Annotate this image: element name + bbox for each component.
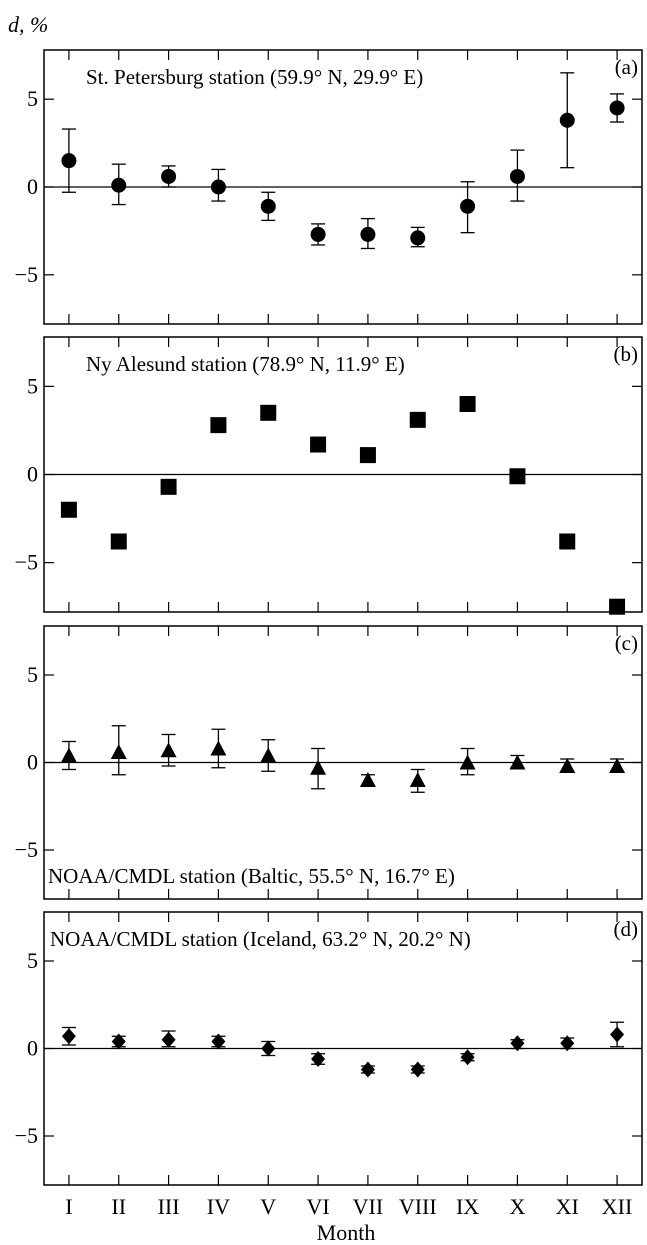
data-point xyxy=(410,1061,425,1078)
y-tick-label: 5 xyxy=(27,86,38,111)
data-point xyxy=(160,742,177,758)
data-point xyxy=(111,177,127,193)
data-point xyxy=(409,411,426,428)
x-tick-label-IX: IX xyxy=(456,1194,479,1219)
panel-c: −5 0 5 NOAA/CMDL station (Baltic, 55.5° N, … xyxy=(15,625,643,900)
panel-a: −5 0 5 St. Petersburg station (59.9° N, 29.… xyxy=(15,49,643,325)
data-point xyxy=(560,1035,575,1052)
x-tick-labels: I II III IV V VI VII VIII IX X XI XII xyxy=(65,1194,632,1219)
data-point xyxy=(509,168,525,184)
x-tick-label-XI: XI xyxy=(556,1194,579,1219)
data-point xyxy=(609,598,626,615)
data-point xyxy=(161,168,177,184)
data-point xyxy=(360,1061,375,1078)
panel-b: −5 0 5 Ny Alesund station (78.9° N, 11.9° E… xyxy=(15,336,643,615)
data-point xyxy=(359,447,376,464)
data-point xyxy=(459,395,476,412)
y-tick-label: −5 xyxy=(15,550,38,575)
y-tick-label: −5 xyxy=(15,1123,38,1148)
data-point xyxy=(210,740,227,756)
y-tick-label: 0 xyxy=(27,174,38,199)
panel-title: Ny Alesund station (78.9° N, 11.9° E) xyxy=(86,352,405,376)
data-point xyxy=(60,501,77,518)
x-tick-label-II: II xyxy=(111,1194,126,1219)
data-point xyxy=(460,1049,475,1066)
data-point xyxy=(110,744,127,759)
data-point xyxy=(509,754,526,770)
data-point xyxy=(311,1051,326,1067)
x-tick-label-III: III xyxy=(158,1194,180,1219)
data-point xyxy=(210,417,227,434)
data-point xyxy=(310,436,327,453)
x-tick-label-X: X xyxy=(509,1194,525,1219)
panel-d: −5 0 5 NOAA/CMDL station (Iceland, 63.2° N,… xyxy=(15,911,643,1186)
x-tick-label-V: V xyxy=(260,1194,276,1219)
data-point xyxy=(111,1033,126,1050)
x-tick-label-VI: VI xyxy=(306,1194,329,1219)
panel-letter: (a) xyxy=(615,55,638,79)
data-point xyxy=(559,112,575,128)
x-tick-label-VIII: VIII xyxy=(399,1194,437,1219)
panel-title: NOAA/CMDL station (Iceland, 63.2° N, 20.… xyxy=(50,927,471,951)
y-tick-label: 5 xyxy=(27,948,38,973)
y-tick-label: 0 xyxy=(27,1036,38,1061)
y-axis-title: d, % xyxy=(8,12,48,37)
data-point xyxy=(609,100,625,116)
y-tick-label: 0 xyxy=(27,750,38,775)
data-point xyxy=(559,758,576,773)
data-point xyxy=(609,758,626,773)
data-point xyxy=(61,153,77,169)
panels: −5 0 5 St. Petersburg station (59.9° N, 29.… xyxy=(15,49,643,1186)
data-point xyxy=(260,198,276,214)
data-point xyxy=(160,478,177,495)
panel-title: NOAA/CMDL station (Baltic, 55.5° N, 16.7… xyxy=(48,864,455,888)
data-point xyxy=(60,747,77,763)
panel-title: St. Petersburg station (59.9° N, 29.9° E… xyxy=(86,65,423,89)
data-point xyxy=(310,226,326,242)
data-point xyxy=(459,754,476,770)
y-tick-label: −5 xyxy=(15,262,38,287)
data-point xyxy=(110,533,127,550)
data-point xyxy=(359,772,376,787)
data-point xyxy=(410,230,426,246)
data-point xyxy=(260,404,277,421)
x-tick-label-XII: XII xyxy=(602,1194,633,1219)
data-point xyxy=(559,533,576,550)
data-point xyxy=(510,1035,525,1052)
data-point xyxy=(161,1031,176,1048)
data-point xyxy=(460,198,476,214)
data-point xyxy=(260,747,277,763)
panel-letter: (c) xyxy=(615,631,638,655)
data-point xyxy=(360,226,376,242)
x-tick-label-VII: VII xyxy=(353,1194,384,1219)
y-tick-label: −5 xyxy=(15,837,38,862)
y-tick-label: 0 xyxy=(27,462,38,487)
data-point xyxy=(61,1028,76,1045)
panel-letter: (d) xyxy=(614,917,639,941)
y-tick-label: 5 xyxy=(27,662,38,687)
data-point xyxy=(210,179,226,195)
x-axis-title: Month xyxy=(317,1220,376,1245)
data-point xyxy=(261,1040,276,1057)
data-point xyxy=(409,772,426,787)
data-point xyxy=(310,759,327,775)
panel-letter: (b) xyxy=(614,342,639,366)
x-tick-label-IV: IV xyxy=(207,1194,230,1219)
data-point xyxy=(610,1026,625,1043)
x-tick-label-I: I xyxy=(65,1194,72,1219)
data-point xyxy=(211,1033,226,1050)
y-tick-label: 5 xyxy=(27,373,38,398)
data-point xyxy=(509,468,526,485)
